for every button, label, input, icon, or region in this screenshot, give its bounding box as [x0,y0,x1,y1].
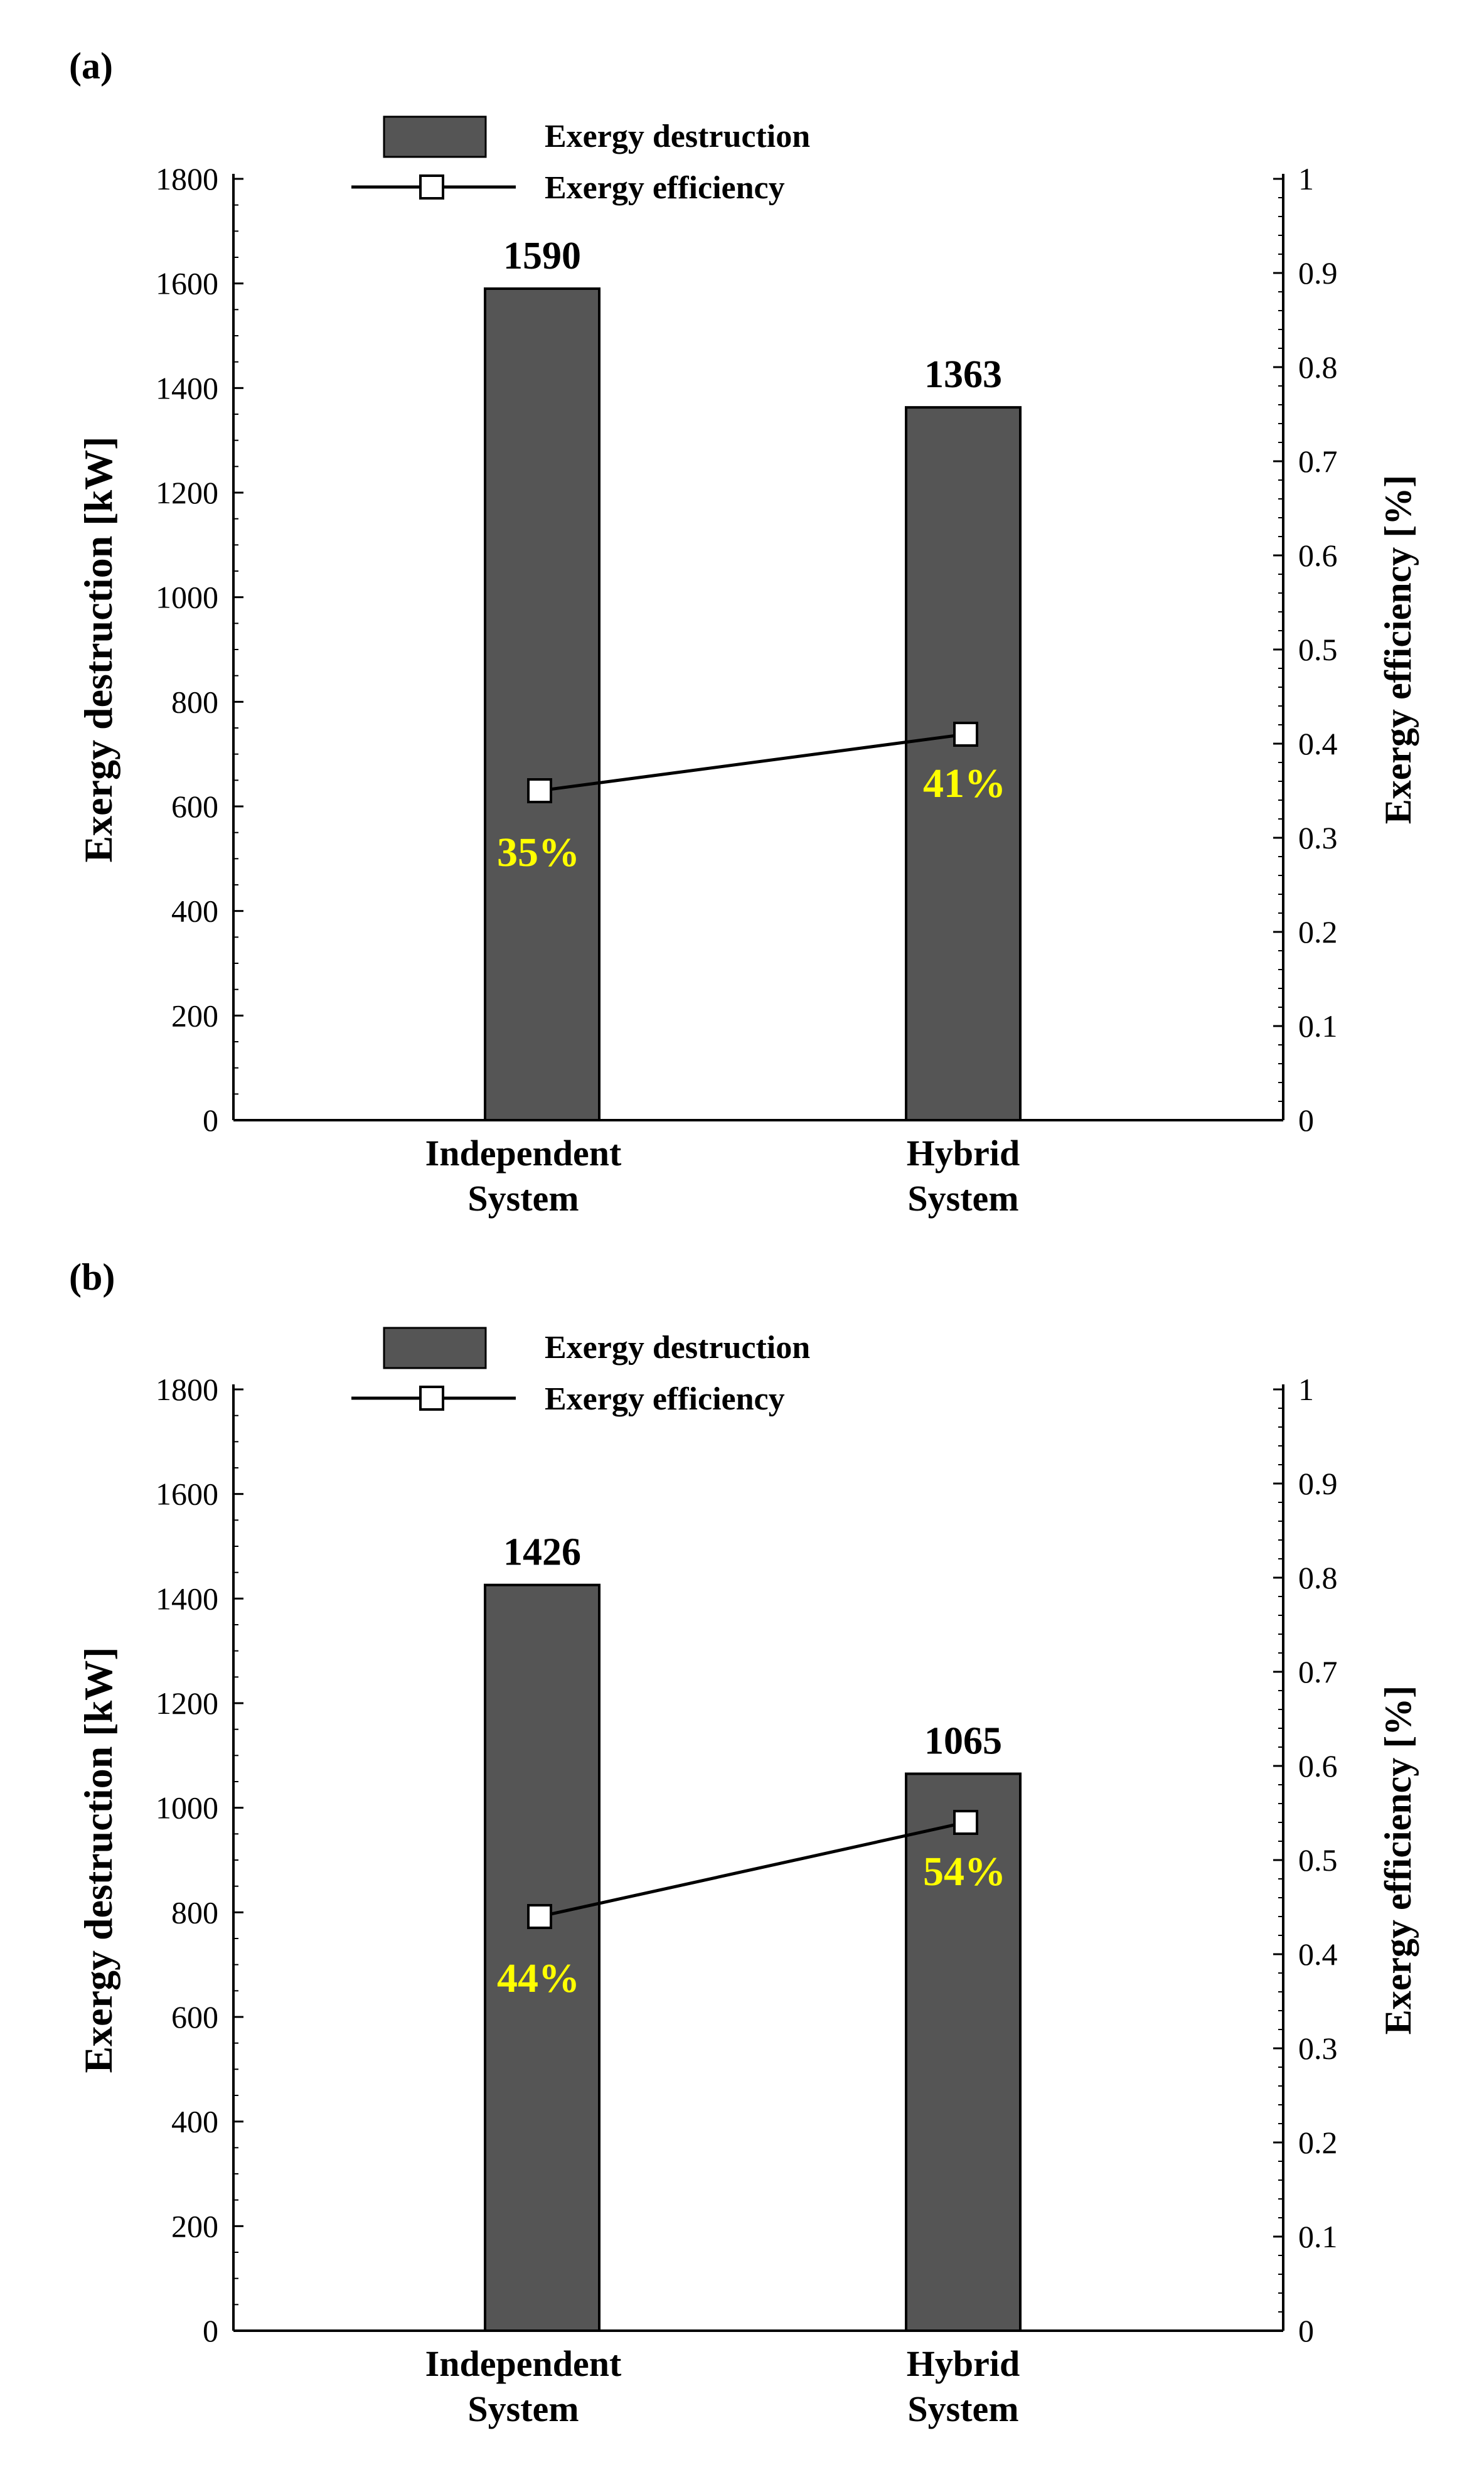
legend-bar-swatch [383,1327,487,1369]
y-left-tick-label: 1600 [156,1477,218,1512]
x-category-label-2-line-2: System [907,1178,1018,1219]
y-left-tick-label: 1400 [156,1581,218,1616]
y-left-tick-label: 1000 [156,1790,218,1826]
efficiency-point-1 [527,778,552,803]
efficiency-line [539,732,966,793]
panel-label: (b) [69,1256,115,1298]
y-right-tick-label: 0.5 [1298,1842,1338,1878]
y-left-tick-label: 1800 [156,1372,218,1407]
y-left-tick-label: 1600 [156,266,218,301]
y-right-tick-label: 0.5 [1298,632,1338,667]
y-right-axis-title: Exergy efficiency [%] [1377,475,1419,824]
y-left-tick-label: 0 [203,1103,218,1138]
y-right-tick-label: 0.9 [1298,255,1338,291]
y-left-tick-label: 0 [203,2313,218,2348]
y-left-tick-label: 1200 [156,1686,218,1721]
y-left-tick-label: 800 [171,1895,218,1930]
legend-label-destruction: Exergy destruction [545,119,810,154]
efficiency-value-label-1: 44% [497,1955,580,2001]
y-right-tick-label: 0.3 [1298,820,1338,855]
efficiency-point-2 [953,722,978,747]
y-left-tick-label: 400 [171,894,218,929]
x-category-label-2-line-2: System [907,2388,1018,2429]
y-right-tick-label: 0.4 [1298,726,1338,761]
y-right-tick-label: 0 [1298,1103,1314,1138]
y-right-tick-label: 0.8 [1298,350,1338,385]
y-left-axis-title: Exergy destruction [kW] [76,436,120,862]
legend-label-destruction: Exergy destruction [545,1330,810,1366]
y-left-tick-label: 1800 [156,161,218,196]
efficiency-value-label-2: 54% [923,1849,1006,1895]
x-category-label-1-line-1: Independent [425,1133,622,1174]
y-right-tick-label: 0.8 [1298,1560,1338,1595]
y-left-tick-label: 1400 [156,370,218,405]
y-right-tick-label: 0.4 [1298,1937,1338,1972]
y-right-tick-label: 0.9 [1298,1466,1338,1501]
y-left-tick-label: 600 [171,1999,218,2035]
bar-value-label-2: 1363 [924,353,1002,396]
y-left-tick-label: 400 [171,2104,218,2139]
panel-label: (a) [69,45,113,87]
y-left-tick-label: 800 [171,684,218,719]
y-right-tick-label: 0.6 [1298,538,1338,573]
efficiency-point-2 [953,1810,978,1835]
y-right-tick-label: 0.2 [1298,2125,1338,2160]
bar-exergy-destruction-2 [905,1772,1022,2332]
bar-exergy-destruction-1 [484,1583,601,2333]
legend-bar-swatch [383,115,487,158]
x-category-label-1-line-2: System [467,2388,579,2429]
efficiency-value-label-2: 41% [923,761,1006,806]
bar-value-label-2: 1065 [924,1720,1002,1763]
y-left-tick-label: 200 [171,998,218,1033]
legend-label-efficiency: Exergy efficiency [545,170,785,206]
y-right-tick-label: 0.7 [1298,444,1338,479]
y-right-tick-label: 1 [1298,161,1314,196]
bar-value-label-1: 1426 [503,1531,581,1574]
y-left-tick-label: 600 [171,789,218,824]
y-left-tick-label: 200 [171,2208,218,2243]
y-left-tick-label: 1200 [156,475,218,510]
y-left-tick-label: 1000 [156,580,218,615]
bar-value-label-1: 1590 [503,235,581,277]
y-right-axis-title: Exergy efficiency [%] [1377,1686,1419,2035]
efficiency-line [539,1821,966,1918]
x-category-label-1-line-1: Independent [425,2343,622,2384]
chart-panel-a: (a) Exergy destruction Exergy efficiency 15… [69,45,1419,1219]
bar-exergy-destruction-1 [484,287,601,1121]
y-right-tick-label: 0.3 [1298,2031,1338,2066]
efficiency-value-label-1: 35% [497,830,580,875]
legend-marker-swatch [419,1386,444,1411]
y-right-tick-label: 0.1 [1298,1008,1338,1044]
legend-label-efficiency: Exergy efficiency [545,1381,785,1417]
x-category-label-1-line-2: System [467,1178,579,1219]
y-right-tick-label: 0.7 [1298,1654,1338,1689]
y-right-tick-label: 0 [1298,2313,1314,2348]
y-right-tick-label: 0.2 [1298,914,1338,949]
y-right-tick-label: 1 [1298,1372,1314,1407]
y-right-tick-label: 0.1 [1298,2219,1338,2254]
y-right-tick-label: 0.6 [1298,1748,1338,1783]
x-category-label-2-line-1: Hybrid [907,1133,1020,1174]
efficiency-point-1 [527,1904,552,1929]
legend-marker-swatch [419,174,444,200]
x-category-label-2-line-1: Hybrid [907,2343,1020,2384]
y-left-axis-title: Exergy destruction [kW] [76,1647,120,2073]
